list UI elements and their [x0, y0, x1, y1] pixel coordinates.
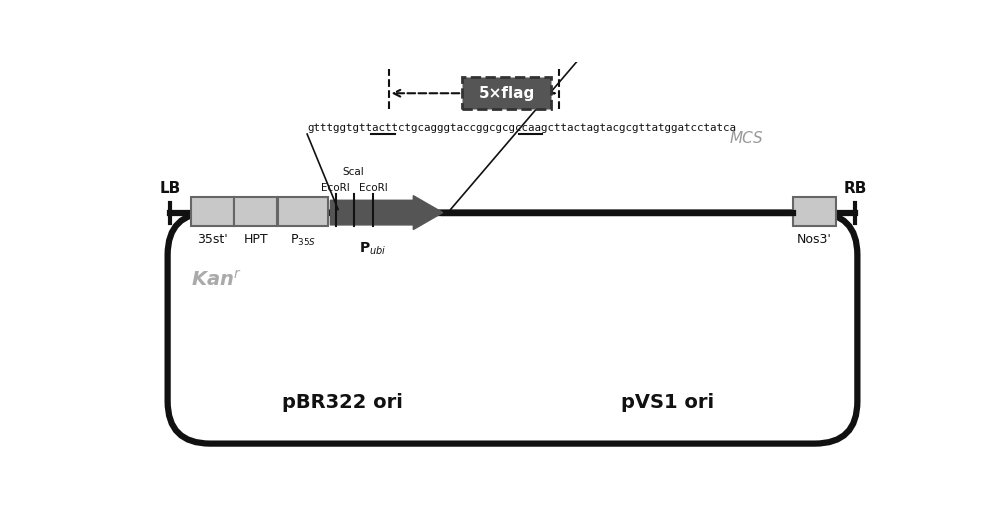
Bar [278, 197, 328, 227]
Text: $\mathbf{P}_{ubi}$: $\mathbf{P}_{ubi}$ [359, 241, 387, 256]
Text: pBR322 ori: pBR322 ori [282, 393, 402, 412]
Text: ScaI: ScaI [343, 167, 364, 177]
Text: 35st': 35st' [197, 233, 228, 246]
FancyArrow shape [330, 196, 443, 230]
Text: MCS: MCS [730, 131, 763, 145]
Bar [234, 197, 277, 227]
Text: gtttggtgttacttctgcagggtaccggcgcgccaagcttactagtacgcgttatggatcctatca: gtttggtgttacttctgcagggtaccggcgcgccaagctt… [307, 122, 736, 133]
Text: 5×flag: 5×flag [479, 86, 535, 101]
Text: P$_{35S}$: P$_{35S}$ [290, 233, 316, 248]
Bar [793, 197, 836, 227]
Bar [191, 197, 234, 227]
Text: Nos3': Nos3' [797, 233, 832, 246]
Text: RB: RB [843, 180, 867, 196]
Text: EcoRI: EcoRI [359, 182, 387, 193]
FancyBboxPatch shape [462, 77, 551, 109]
Text: HPT: HPT [243, 233, 268, 246]
Text: pVS1 ori: pVS1 ori [621, 393, 714, 412]
Text: Kan$^r$: Kan$^r$ [191, 270, 242, 290]
Text: EcoRI: EcoRI [321, 182, 350, 193]
Text: LB: LB [159, 180, 181, 196]
